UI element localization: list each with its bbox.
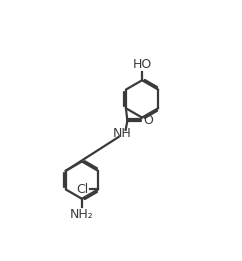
Text: O: O [143, 114, 153, 127]
Text: NH₂: NH₂ [70, 208, 94, 221]
Text: Cl: Cl [76, 183, 88, 196]
Text: NH: NH [113, 127, 131, 140]
Text: HO: HO [132, 58, 152, 71]
